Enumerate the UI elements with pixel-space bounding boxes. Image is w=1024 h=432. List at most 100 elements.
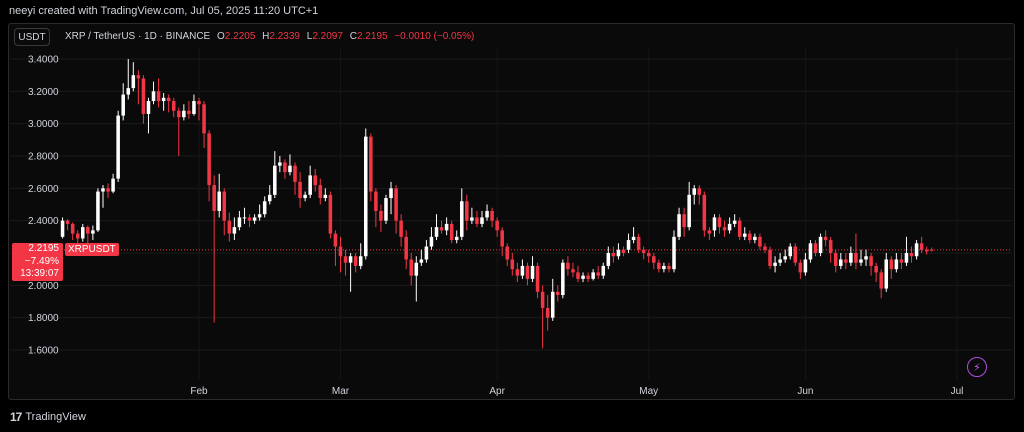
candle-body [126, 88, 131, 95]
candle-body [328, 194, 333, 234]
candle-body [869, 256, 873, 266]
candle-body [197, 101, 201, 105]
candle-body [429, 236, 434, 247]
y-tick-label: 1.8000 [28, 313, 59, 324]
legend-open-value: 2.2205 [224, 31, 256, 42]
candle-body [303, 194, 307, 199]
candle-body [717, 217, 722, 228]
candle-body [444, 223, 449, 231]
candle-body [571, 269, 575, 273]
last-price-change: −7.49% [24, 255, 59, 267]
candle-body [106, 188, 110, 192]
candle-body [409, 259, 414, 276]
candle-body [237, 217, 242, 228]
candle-body [500, 230, 504, 247]
candle-body [763, 246, 767, 250]
candle-body [81, 227, 85, 239]
candle-body [803, 259, 808, 273]
currency-button[interactable]: USDT [14, 28, 50, 46]
candle-body [384, 198, 388, 221]
candle-body [702, 194, 707, 231]
candle-body [116, 115, 120, 179]
candle-body [485, 210, 489, 218]
lightning-icon[interactable]: ⚡ [967, 357, 987, 377]
candle-body [151, 91, 156, 102]
candle-body [490, 210, 494, 221]
candle-body [348, 256, 353, 263]
y-tick-label: 2.4000 [28, 216, 59, 227]
candle-body [495, 220, 499, 231]
candle-body [662, 265, 666, 270]
legend-close-label: C [349, 31, 357, 42]
candle-body [470, 217, 474, 221]
candle-body [242, 217, 247, 219]
candle-body [475, 217, 479, 224]
candle-body [839, 259, 843, 266]
last-price-tag: 2.2195 −7.49% 13:39:07 [12, 243, 63, 281]
candle-body [682, 214, 686, 228]
candle-body [141, 78, 146, 114]
candle-body [783, 256, 787, 260]
candle-body [515, 269, 520, 276]
candle-body [252, 217, 257, 221]
x-tick-label: Jun [797, 386, 813, 397]
candle-body [576, 272, 580, 279]
legend-low-label: L [306, 31, 313, 42]
candle-body [460, 201, 464, 237]
candle-body [596, 272, 600, 276]
candle-body [505, 246, 510, 260]
footer-brand: TradingView [25, 411, 86, 423]
legend: XRP / TetherUS · 1D · BINANCE O2.2205 H2… [65, 31, 474, 42]
candle-body [308, 175, 312, 195]
candle-body [121, 94, 125, 116]
legend-close-value: 2.2195 [356, 31, 388, 42]
candle-body [338, 246, 343, 257]
candle-body [808, 243, 813, 260]
grid-lines [10, 48, 1012, 380]
bar-countdown: 13:39:07 [20, 268, 59, 279]
candle-body [748, 233, 752, 241]
chart-panel [8, 23, 1015, 400]
candle-body [96, 191, 100, 231]
candle-body [591, 272, 595, 279]
candle-body [626, 240, 631, 250]
y-tick-label: 2.6000 [28, 184, 59, 195]
candle-body [111, 178, 115, 192]
legend-open-label: O [217, 31, 225, 42]
candle-body [652, 256, 656, 263]
x-axis: Feb Mar Apr May Jun Jul [190, 386, 963, 397]
legend-symbol: XRP / TetherUS · 1D · BINANCE [65, 31, 211, 42]
candle-body [222, 191, 227, 221]
candle-body [672, 236, 676, 270]
candle-body [465, 201, 469, 221]
y-axis: 1.60001.80002.00002.20002.40002.60002.80… [28, 55, 59, 357]
candle-body [687, 194, 691, 228]
y-tick-label: 1.6000 [28, 346, 59, 357]
candle-body [813, 243, 818, 253]
candle-body [91, 230, 95, 234]
candle-body [919, 243, 924, 250]
candle-body [909, 253, 914, 257]
y-tick-label: 2.8000 [28, 152, 59, 163]
candle-body [313, 175, 317, 186]
candle-body [535, 265, 540, 292]
candle-body [298, 181, 302, 199]
candle-body [631, 236, 636, 241]
candle-body [636, 236, 641, 250]
candle-body [697, 188, 702, 195]
candle-body [171, 101, 176, 111]
chart-credit: neeyi created with TradingView.com, Jul … [9, 5, 319, 17]
candle-body [616, 249, 621, 257]
candle-body [419, 259, 424, 263]
candle-body [525, 265, 530, 279]
candle-body [894, 259, 899, 270]
candle-body [353, 256, 358, 266]
x-tick-label: Feb [190, 386, 208, 397]
candle-body [273, 165, 277, 195]
candle-body [374, 191, 378, 211]
candle-body [283, 162, 287, 173]
candle-body [540, 291, 545, 308]
candle-body [363, 136, 368, 257]
candle-body [434, 227, 439, 237]
